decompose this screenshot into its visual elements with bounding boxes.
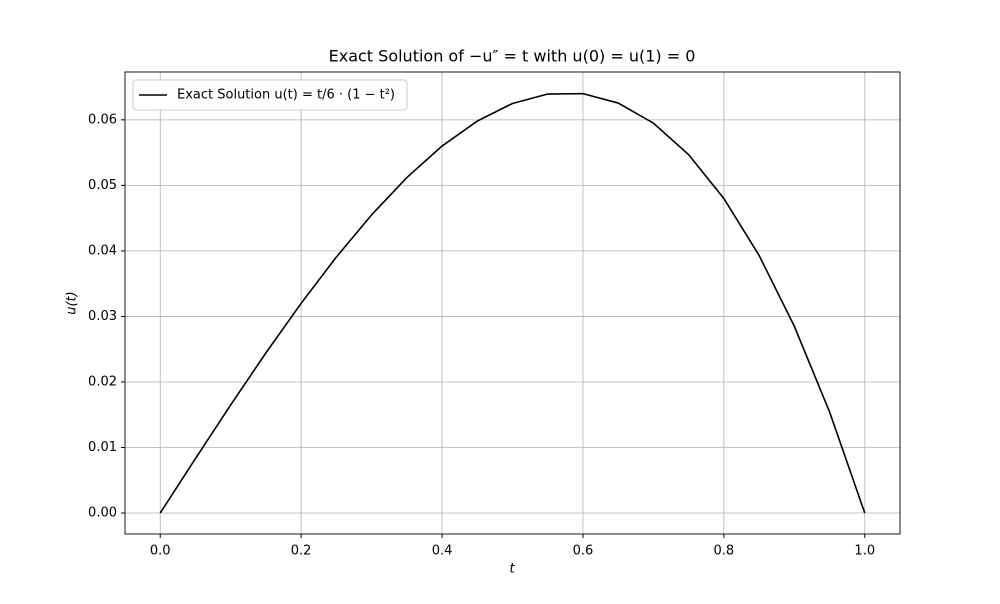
x-tick-label: 1.0 [854,544,875,559]
x-tick-label: 0.4 [432,544,453,559]
legend-label: Exact Solution u(t) = t/6 · (1 − t²) [177,88,395,103]
y-tick-label: 0.01 [88,440,117,455]
chart-title: Exact Solution of −u″ = t with u(0) = u(… [329,47,696,66]
y-tick-label: 0.04 [88,243,117,258]
y-tick-label: 0.02 [88,374,117,389]
x-tick-label: 0.6 [573,544,594,559]
legend-box [132,79,408,111]
y-tick-label: 0.00 [88,506,117,521]
plot-frame [124,71,901,535]
y-axis-label: u(t) [65,291,80,314]
y-tick-label: 0.06 [88,112,117,127]
y-tick-label: 0.05 [88,178,117,193]
line [159,92,866,514]
x-tick-label: 0.2 [291,544,312,559]
y-tick-label: 0.03 [88,309,117,324]
x-tick-label: 0.0 [150,544,171,559]
x-axis-label: t [509,562,515,577]
x-tick-label: 0.8 [714,544,735,559]
